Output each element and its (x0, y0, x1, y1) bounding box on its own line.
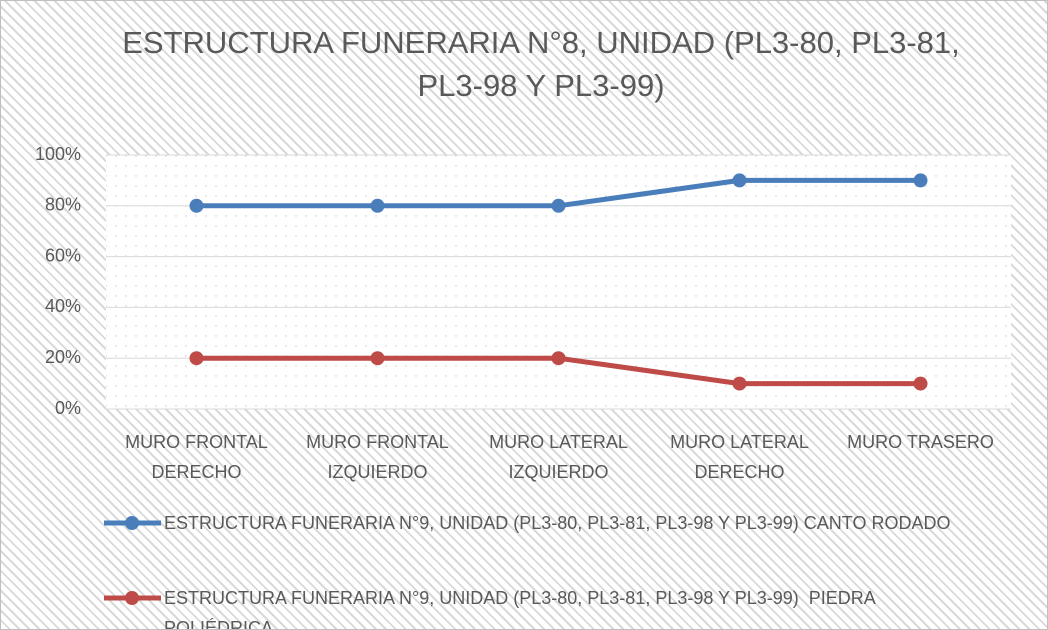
legend-label: ESTRUCTURA FUNERARIA N°9, UNIDAD (PL3-80… (164, 588, 880, 630)
y-tick-label: 80% (45, 195, 81, 215)
point (913, 376, 928, 391)
x-tick-label: MURO FRONTAL DERECHO (125, 432, 273, 482)
point (189, 198, 204, 213)
y-tick-label: 60% (45, 245, 81, 265)
point (732, 173, 747, 188)
x-tick-label: MURO TRASERO (847, 432, 994, 452)
point (913, 173, 928, 188)
y-tick-label: 20% (45, 347, 81, 367)
x-tick-label: MURO LATERAL IZQUIERDO (489, 432, 633, 482)
y-tick-label: 40% (45, 296, 81, 316)
x-tick-label: MURO LATERAL DERECHO (670, 432, 814, 482)
point (370, 351, 385, 366)
point (370, 198, 385, 213)
point (732, 376, 747, 391)
legend-label: ESTRUCTURA FUNERARIA N°9, UNIDAD (PL3-80… (164, 513, 951, 533)
chart-title: ESTRUCTURA FUNERARIA N°8, UNIDAD (PL3-80… (122, 25, 969, 103)
y-tick-label: 0% (55, 398, 81, 418)
legend-marker (125, 516, 139, 530)
point (551, 351, 566, 366)
y-tick-label: 100% (35, 144, 81, 164)
point (551, 198, 566, 213)
legend-marker (125, 591, 139, 605)
plot-area (106, 155, 1011, 409)
point (189, 351, 204, 366)
x-tick-label: MURO FRONTAL IZQUIERDO (306, 432, 454, 482)
